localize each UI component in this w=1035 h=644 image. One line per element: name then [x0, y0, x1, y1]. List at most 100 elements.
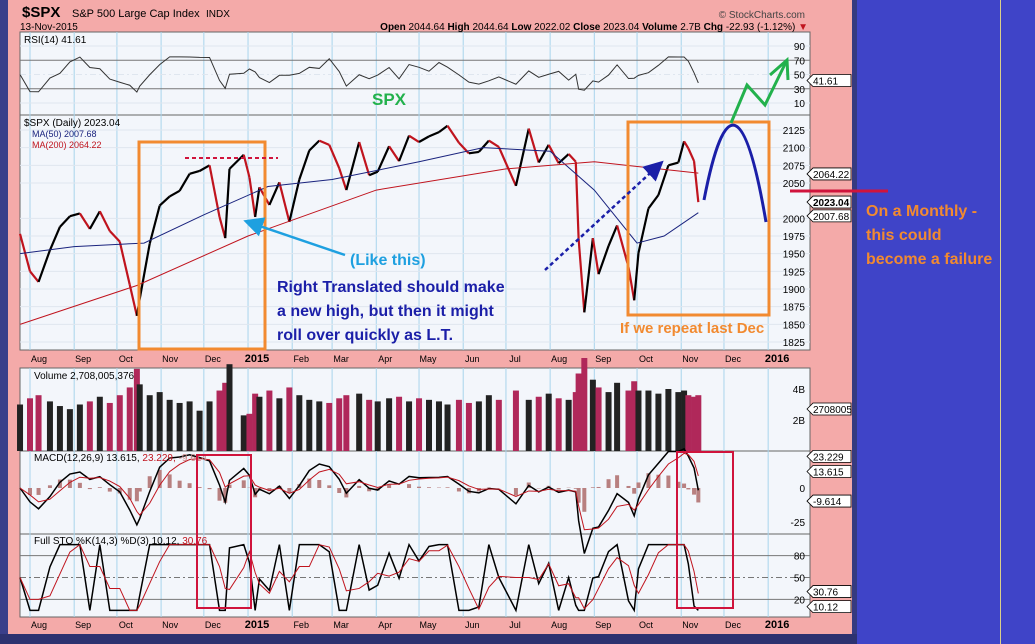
macd-histogram-bar [615, 475, 620, 488]
close-value-tag: 2023.04 [806, 195, 852, 209]
macd-histogram-bar [157, 469, 162, 488]
month-label: 2015 [245, 353, 269, 365]
price-tick-label: 2100 [783, 144, 806, 155]
price-segment [248, 177, 257, 218]
price-segment [567, 153, 577, 163]
volume-bar [35, 395, 42, 451]
macd-histogram-bar [632, 488, 637, 494]
volume-bar [206, 401, 213, 451]
macd-histogram-bar [573, 488, 578, 489]
volume-tick-label: 2B [793, 416, 806, 427]
price-segment [29, 270, 40, 283]
volume-bar [66, 409, 73, 451]
volume-bar [276, 398, 283, 451]
price-segment [577, 238, 586, 313]
macd-histogram-bar [28, 488, 32, 495]
rsi-tick-label: 30 [794, 85, 806, 96]
price-segment [254, 187, 261, 218]
macd-panel [19, 450, 811, 535]
light-blue-arrow [243, 217, 346, 257]
macd-label: MACD(12,26,9) 13.615, 23.229, -9.614 [34, 453, 207, 464]
volume-bar [605, 392, 612, 451]
price-segment [527, 128, 540, 163]
macd-histogram-bar [117, 488, 122, 494]
macd-histogram-bar [407, 484, 412, 488]
macd-histogram-bar [696, 488, 701, 503]
volume-bar [252, 393, 259, 451]
volume-bar [17, 404, 24, 451]
sto-tick-label: 50 [794, 574, 806, 585]
month-label: 2016 [765, 619, 789, 631]
volume-bar [46, 401, 53, 451]
price-segment [557, 153, 570, 165]
price-segment [128, 284, 138, 317]
price-segment [288, 179, 301, 223]
macd-histogram-bar [590, 487, 595, 488]
price-segment [345, 141, 361, 191]
tag-text: -9.614 [813, 497, 842, 508]
price-segment [446, 125, 460, 144]
volume-bar [691, 396, 698, 451]
price-segment [338, 167, 348, 191]
volume-bar [631, 381, 638, 451]
price-tick-label: 2000 [783, 214, 806, 225]
price-segment [376, 145, 391, 173]
volume-bar [76, 404, 83, 451]
sto-tick-label: 80 [794, 552, 806, 563]
macd-histogram-bar [417, 486, 422, 488]
volume-bar [166, 399, 173, 451]
rsi-tick-label: 90 [794, 42, 806, 53]
volume-bar [266, 390, 273, 451]
macd-hist-tag: -9.614 [806, 494, 852, 508]
volume-value-tag: 2708005 [806, 402, 852, 416]
volume-bar [695, 395, 702, 451]
macd-histogram-bar [217, 488, 222, 501]
price-segment [118, 241, 131, 286]
price-tick-label: 2125 [783, 126, 806, 137]
tag-shape [806, 450, 852, 463]
sto-label: Full STO %K(14,3) %D(3) 10.12, 30.76 [34, 536, 208, 547]
symbol: $SPX [22, 4, 60, 21]
macd-histogram-bar [47, 485, 52, 488]
macd-histogram-bar [57, 479, 62, 488]
month-label: Dec [205, 354, 222, 364]
price-segment [692, 160, 700, 203]
volume-bar [86, 401, 93, 451]
ohlc-summary: Open 2044.64 High 2044.64 Low 2022.02 Cl… [380, 22, 808, 33]
volume-tick-label: 4B [793, 385, 806, 396]
price-segment [98, 210, 111, 232]
macd-line [19, 447, 700, 554]
watermark: © StockCharts.com [719, 10, 805, 21]
macd-histogram-bar [646, 473, 651, 488]
ma200-value-tag: 2064.22 [806, 167, 852, 181]
volume-bar [555, 398, 562, 451]
price-segment [268, 181, 281, 206]
orange-box-2014 [137, 140, 267, 351]
macd-histogram-bar [327, 485, 332, 488]
macd-histogram-bar [227, 484, 232, 488]
macd-histogram-bar [582, 488, 587, 512]
price-segment [633, 252, 640, 301]
annotation-line: a new high, but then it might [277, 303, 494, 320]
ma50-value-tag: 2007.68 [806, 209, 852, 223]
volume-bar [186, 401, 193, 451]
price-segment [189, 169, 200, 175]
volume-bar [240, 415, 247, 451]
volume-bar [296, 395, 303, 451]
volume-bar [226, 364, 233, 451]
tag-text: 2708005 [813, 405, 852, 416]
volume-bar [27, 398, 33, 451]
month-label: Nov [682, 354, 699, 364]
price-segment [368, 170, 379, 177]
exchange: INDX [206, 9, 230, 20]
macd-histogram-bar [36, 488, 41, 495]
tag-text: 2007.68 [813, 212, 850, 223]
price-segment [148, 205, 161, 245]
month-label: Nov [162, 354, 179, 364]
macd-histogram-bar [676, 481, 681, 488]
annotation-line: this could [866, 227, 942, 244]
month-label: Jul [509, 354, 521, 364]
projected-arc [702, 123, 768, 223]
volume-bar [581, 358, 588, 451]
macd-histogram-bar [307, 478, 312, 488]
